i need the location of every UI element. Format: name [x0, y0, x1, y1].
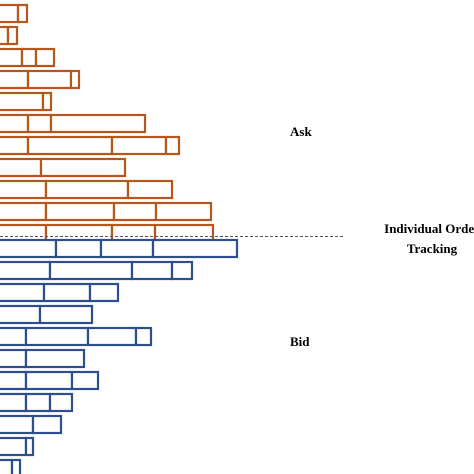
bid-order-8-1 [31, 414, 63, 435]
bid-order-9-0 [0, 436, 28, 457]
bid-order-6-2 [70, 370, 100, 391]
ask-order-2-2 [34, 47, 56, 68]
bid-order-0-3 [151, 238, 239, 259]
bid-order-1-1 [48, 260, 134, 281]
bid-order-2-0 [0, 282, 46, 303]
ask-order-4-0 [0, 91, 45, 112]
tracking-label-line2: Tracking [406, 241, 458, 256]
ask-order-5-0 [0, 113, 30, 134]
bid-order-2-2 [88, 282, 120, 303]
bid-order-7-0 [0, 392, 28, 413]
bid-order-6-1 [24, 370, 74, 391]
bid-order-7-1 [24, 392, 52, 413]
bid-order-8-0 [0, 414, 35, 435]
bid-order-0-0 [0, 238, 58, 259]
ask-order-3-1 [26, 69, 73, 90]
ask-order-8-2 [126, 179, 174, 200]
ask-order-4-1 [41, 91, 53, 112]
bid-order-1-3 [170, 260, 194, 281]
bid-order-10-1 [10, 458, 22, 474]
bid-order-5-1 [24, 348, 86, 369]
ask-label: Ask [290, 124, 312, 139]
bid-order-0-1 [54, 238, 103, 259]
ask-order-2-1 [20, 47, 38, 68]
ask-order-8-0 [0, 179, 48, 200]
ask-order-9-3 [154, 201, 213, 222]
bid-order-6-0 [0, 370, 28, 391]
ask-order-5-2 [49, 113, 147, 134]
bid-order-2-1 [42, 282, 92, 303]
bid-order-10-0 [0, 458, 14, 474]
tracking-label-line1: Individual Order [384, 221, 474, 236]
bid-label: Bid [290, 334, 310, 349]
tracking-label: Individual Order Tracking [372, 219, 474, 259]
bid-order-7-2 [48, 392, 74, 413]
bid-order-1-2 [130, 260, 174, 281]
bid-order-3-0 [0, 304, 42, 325]
ask-order-6-1 [26, 135, 114, 156]
bid-order-5-0 [0, 348, 28, 369]
ask-order-7-1 [39, 157, 127, 178]
ask-order-0-1 [16, 3, 29, 24]
ask-order-3-2 [69, 69, 81, 90]
ask-order-1-1 [6, 25, 19, 46]
bid-order-1-0 [0, 260, 52, 281]
ask-order-9-1 [44, 201, 116, 222]
ask-order-2-0 [0, 47, 24, 68]
bid-order-4-0 [0, 326, 28, 347]
ask-order-1-0 [0, 25, 10, 46]
bid-order-4-1 [24, 326, 90, 347]
ask-order-9-0 [0, 201, 48, 222]
ask-order-6-0 [0, 135, 30, 156]
ask-order-8-1 [44, 179, 130, 200]
ask-order-9-2 [112, 201, 158, 222]
bid-order-4-2 [86, 326, 138, 347]
ask-order-0-0 [0, 3, 20, 24]
ask-order-6-2 [110, 135, 168, 156]
bid-order-4-3 [134, 326, 153, 347]
ask-order-7-0 [0, 157, 43, 178]
ask-order-6-3 [164, 135, 181, 156]
ask-order-3-0 [0, 69, 30, 90]
ask-order-5-1 [26, 113, 53, 134]
bid-order-9-1 [24, 436, 35, 457]
bid-order-3-1 [38, 304, 94, 325]
bid-order-0-2 [99, 238, 155, 259]
